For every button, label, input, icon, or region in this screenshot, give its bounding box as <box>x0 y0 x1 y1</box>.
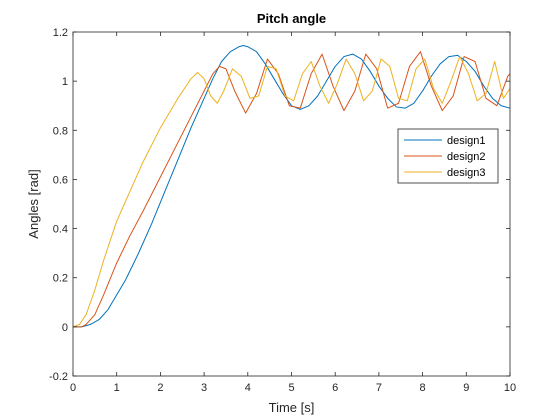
y-tick-label: 1.2 <box>53 27 68 39</box>
y-axis-label: Angles [rad] <box>26 169 41 238</box>
legend-label-design2: design2 <box>447 151 486 163</box>
x-tick-label: 3 <box>201 382 207 394</box>
legend-label-design1: design1 <box>447 135 486 147</box>
x-tick-label: 0 <box>70 382 76 394</box>
legend-label-design3: design3 <box>447 167 486 179</box>
x-tick-label: 8 <box>420 382 426 394</box>
x-tick-label: 9 <box>463 382 469 394</box>
y-tick-label: -0.2 <box>49 371 68 383</box>
x-tick-label: 4 <box>245 382 251 394</box>
x-axis-label: Time [s] <box>269 400 315 415</box>
x-tick-label: 2 <box>157 382 163 394</box>
legend: design1 design2 design3 <box>398 129 498 183</box>
x-tick-label: 1 <box>114 382 120 394</box>
plot-area <box>73 32 510 376</box>
x-tick-label: 5 <box>288 382 294 394</box>
y-tick-label: 0.4 <box>53 224 68 236</box>
x-tick-label: 6 <box>332 382 338 394</box>
y-tick-label: 1 <box>62 76 68 88</box>
x-tick-label: 10 <box>504 382 516 394</box>
y-tick-label: 0 <box>62 322 68 334</box>
x-tick-label: 7 <box>376 382 382 394</box>
y-tick-label: 0.2 <box>53 273 68 285</box>
y-tick-label: 0.8 <box>53 125 68 137</box>
y-tick-label: 0.6 <box>53 174 68 186</box>
chart-title: Pitch angle <box>257 11 326 26</box>
